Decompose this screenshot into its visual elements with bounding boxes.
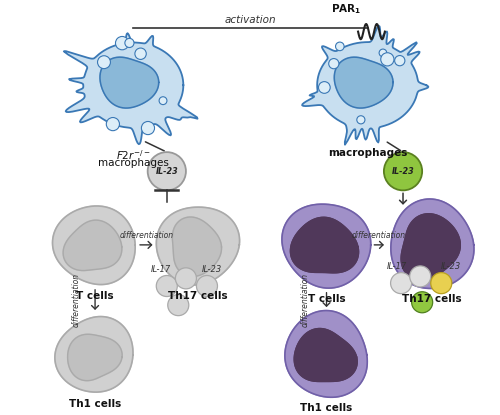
Text: $\mathbf{PAR_1}$: $\mathbf{PAR_1}$ — [332, 2, 362, 16]
Polygon shape — [391, 199, 474, 288]
Text: differentiation: differentiation — [352, 231, 406, 240]
Circle shape — [328, 59, 339, 69]
Text: activation: activation — [224, 15, 276, 25]
Circle shape — [106, 117, 120, 131]
Circle shape — [142, 122, 154, 134]
Text: Th1 cells: Th1 cells — [300, 403, 352, 413]
Text: IL-23: IL-23 — [392, 167, 414, 176]
Polygon shape — [290, 217, 358, 273]
Text: IL-23: IL-23 — [156, 167, 178, 176]
Polygon shape — [294, 329, 357, 381]
Circle shape — [318, 82, 330, 93]
Circle shape — [168, 295, 189, 316]
Text: Th17 cells: Th17 cells — [168, 291, 227, 301]
Circle shape — [379, 49, 387, 57]
Circle shape — [381, 53, 394, 66]
Circle shape — [357, 116, 365, 124]
Text: Th17 cells: Th17 cells — [402, 294, 462, 304]
Text: $F2r^{-/-}$: $F2r^{-/-}$ — [116, 148, 150, 162]
Text: IL-23: IL-23 — [440, 262, 461, 271]
Text: differentiation: differentiation — [119, 231, 174, 240]
Circle shape — [384, 152, 422, 190]
Text: macrophages: macrophages — [98, 158, 169, 168]
Circle shape — [98, 56, 110, 68]
Circle shape — [135, 48, 146, 59]
Text: IL-23: IL-23 — [202, 265, 222, 273]
Text: T cells: T cells — [76, 291, 114, 301]
Polygon shape — [401, 214, 460, 280]
Polygon shape — [156, 207, 240, 285]
Circle shape — [390, 273, 411, 294]
Text: differentiation: differentiation — [301, 273, 310, 327]
Circle shape — [410, 266, 431, 287]
Circle shape — [125, 38, 134, 47]
Circle shape — [431, 273, 452, 294]
Polygon shape — [64, 33, 198, 144]
Circle shape — [176, 268, 197, 289]
Circle shape — [156, 276, 178, 297]
Circle shape — [148, 152, 186, 190]
Text: T cells: T cells — [308, 294, 346, 304]
Text: differentiation: differentiation — [72, 273, 80, 327]
Polygon shape — [282, 204, 370, 288]
Polygon shape — [52, 206, 135, 285]
Polygon shape — [100, 57, 158, 108]
Text: macrophages: macrophages — [328, 148, 407, 158]
Circle shape — [159, 97, 167, 105]
Polygon shape — [172, 217, 222, 276]
Circle shape — [412, 292, 432, 313]
Polygon shape — [285, 310, 368, 397]
Polygon shape — [63, 220, 122, 271]
Circle shape — [116, 37, 129, 50]
Text: IL-17: IL-17 — [387, 262, 407, 271]
Polygon shape — [68, 334, 122, 381]
Polygon shape — [55, 317, 133, 392]
Text: IL-17: IL-17 — [151, 265, 171, 273]
Circle shape — [394, 56, 405, 66]
Polygon shape — [302, 26, 428, 145]
Circle shape — [196, 276, 218, 297]
Circle shape — [336, 42, 344, 51]
Polygon shape — [334, 57, 393, 108]
Text: Th1 cells: Th1 cells — [69, 399, 121, 409]
